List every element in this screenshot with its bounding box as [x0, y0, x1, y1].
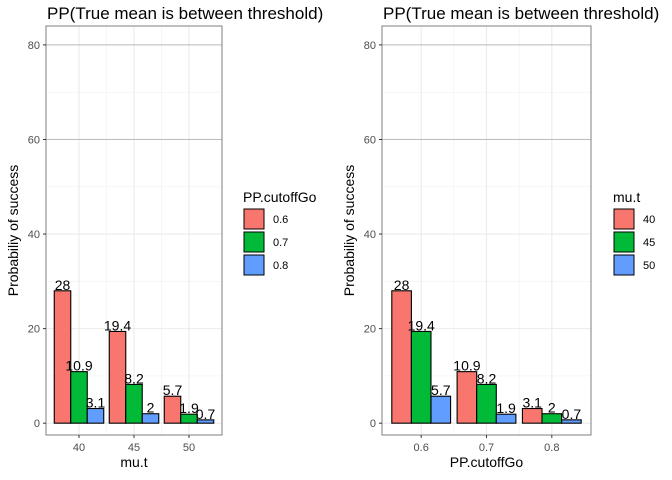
- data-label: 0.7: [562, 406, 582, 422]
- legend-label: 50: [643, 260, 655, 272]
- data-label: 5.7: [431, 382, 451, 398]
- x-tick-label: 40: [73, 442, 85, 454]
- chart-title: PP(True mean is between threshold): [47, 4, 323, 23]
- data-label: 10.9: [65, 358, 92, 374]
- legend-label: 0.6: [273, 214, 288, 226]
- legend-key: [243, 208, 265, 230]
- bar: [495, 413, 517, 424]
- y-tick-label: 80: [364, 40, 376, 52]
- chart-title: PP(True mean is between threshold): [383, 4, 659, 23]
- data-label: 5.7: [163, 382, 183, 398]
- y-tick-label: 20: [28, 324, 40, 336]
- bar: [141, 413, 160, 424]
- legend-key: [613, 254, 635, 276]
- y-tick-label: 0: [370, 418, 376, 430]
- bar: [70, 371, 88, 424]
- data-label: 28: [55, 277, 71, 293]
- data-label: 0.7: [196, 406, 216, 422]
- legend-key: [243, 231, 265, 253]
- bar: [108, 330, 127, 424]
- bar: [456, 371, 478, 424]
- y-tick-label: 40: [364, 229, 376, 241]
- x-axis-title: mu.t: [120, 454, 147, 470]
- bar: [86, 407, 105, 424]
- bar: [561, 419, 582, 424]
- data-label: 1.9: [496, 400, 516, 416]
- legend-label: 0.8: [273, 260, 288, 272]
- legend-key: [243, 254, 265, 276]
- y-tick-label: 20: [364, 324, 376, 336]
- x-tick-label: 50: [183, 442, 195, 454]
- y-tick-label: 80: [28, 40, 40, 52]
- x-tick-label: 45: [128, 442, 140, 454]
- data-label: 2: [548, 400, 556, 416]
- bar: [541, 413, 563, 424]
- legend-key: [613, 208, 635, 230]
- y-axis-title: Probabiliy of success: [341, 165, 357, 297]
- legend-label: 45: [643, 237, 655, 249]
- data-label: 2: [147, 400, 155, 416]
- bar: [125, 383, 143, 424]
- data-label: 19.4: [408, 317, 435, 333]
- x-tick-label: 0.8: [544, 442, 559, 454]
- bar: [391, 290, 412, 424]
- bar: [430, 395, 452, 424]
- data-label: 8.2: [124, 370, 144, 386]
- bar: [476, 383, 497, 424]
- legend-title: mu.t: [613, 189, 640, 205]
- bar: [196, 419, 215, 424]
- legend-label: 0.7: [273, 237, 288, 249]
- data-label: 8.2: [477, 370, 497, 386]
- y-tick-label: 0: [34, 418, 40, 430]
- data-label: 19.4: [104, 317, 131, 333]
- data-label: 1.9: [179, 400, 199, 416]
- y-tick-label: 60: [364, 134, 376, 146]
- data-label: 3.1: [522, 395, 542, 411]
- legend-key: [613, 231, 635, 253]
- x-tick-label: 0.6: [414, 442, 429, 454]
- y-axis-title: Probabiliy of success: [5, 165, 21, 297]
- data-label: 28: [394, 277, 410, 293]
- x-tick-label: 0.7: [479, 442, 494, 454]
- y-tick-label: 40: [28, 229, 40, 241]
- bar: [53, 290, 72, 424]
- bar: [521, 407, 543, 424]
- legend-title: PP.cutoffGo: [243, 189, 317, 205]
- chart-panel-left: 28 19.4 5.7 10.9 8.2 1.9 3.1 2 0.7 0 20 40 60 80 40 45 5…: [5, 4, 323, 470]
- bar: [180, 413, 198, 424]
- data-label: 3.1: [86, 395, 106, 411]
- y-tick-label: 60: [28, 134, 40, 146]
- data-label: 10.9: [453, 358, 480, 374]
- bar: [410, 330, 432, 424]
- x-axis-title: PP.cutoffGo: [450, 454, 524, 470]
- legend-label: 40: [643, 214, 655, 226]
- bar: [163, 395, 182, 424]
- chart-panel-right: 28 10.9 3.1 19.4 8.2 2 5.7 1.9 0.7 0 20 40 60 80 0.6 0.…: [341, 4, 659, 470]
